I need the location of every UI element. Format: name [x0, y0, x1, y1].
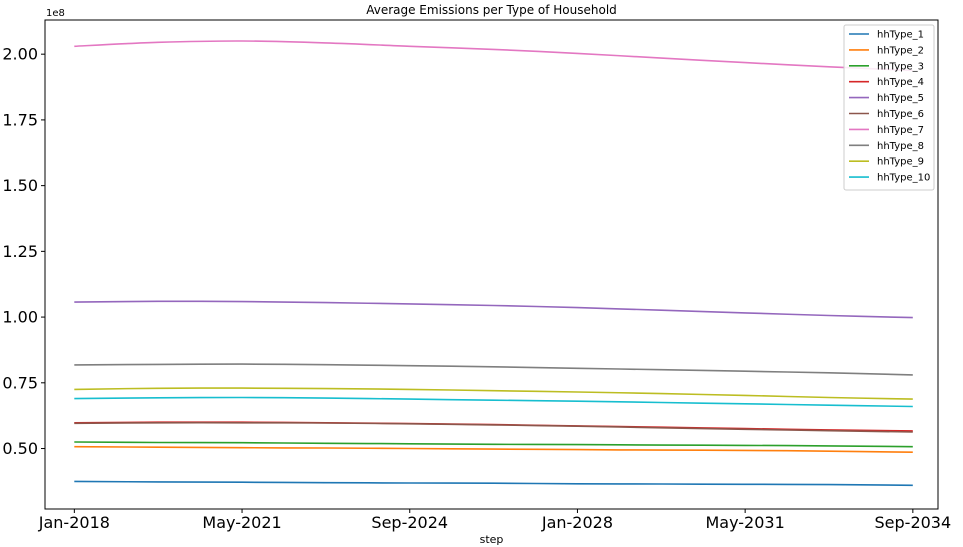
legend-label-hhType_9: hhType_9 — [877, 157, 924, 168]
chart-title: Average Emissions per Type of Household — [366, 3, 617, 17]
series-line-hhType_3 — [74, 441, 913, 448]
series-line-hhType_1 — [74, 480, 913, 487]
legend-label-hhType_2: hhType_2 — [877, 45, 924, 56]
y-axis: 0.50 0.75 1.00 1.25 1.50 1.75 2.00 — [2, 45, 45, 458]
series-line-hhType_5 — [74, 300, 913, 319]
legend: hhType_1 hhType_2 hhType_3 hhType_4 hhType_5… — [843, 24, 935, 191]
plot-area — [74, 40, 913, 487]
legend-label-hhType_1: hhType_1 — [877, 30, 924, 41]
legend-label-hhType_5: hhType_5 — [877, 93, 924, 104]
series-line-hhType_2 — [74, 445, 913, 453]
x-tick-label: May-2021 — [202, 513, 281, 532]
x-tick-label: May-2031 — [705, 513, 784, 532]
legend-label-hhType_8: hhType_8 — [877, 141, 924, 152]
series-line-hhType_9 — [74, 387, 913, 400]
y-tick-label: 0.50 — [2, 439, 38, 458]
y-tick-label: 1.00 — [2, 308, 38, 327]
x-axis-label: step — [480, 533, 504, 546]
y-tick-label: 1.50 — [2, 176, 38, 195]
x-tick-label: Sep-2024 — [371, 513, 448, 532]
series-line-hhType_7 — [74, 40, 913, 72]
x-axis: Jan-2018 May-2021 Sep-2024 Jan-2028 May-2031… — [38, 509, 951, 532]
series-line-hhType_10 — [74, 396, 913, 408]
x-tick-label: Sep-2034 — [875, 513, 952, 532]
series-line-hhType_6 — [74, 421, 913, 433]
legend-label-hhType_7: hhType_7 — [877, 125, 924, 136]
x-tick-label: Jan-2028 — [541, 513, 613, 532]
y-axis-offset-label: 1e8 — [46, 8, 65, 19]
series-line-hhType_8 — [74, 363, 913, 376]
legend-label-hhType_4: hhType_4 — [877, 77, 924, 88]
y-tick-label: 2.00 — [2, 45, 38, 64]
x-tick-label: Jan-2018 — [38, 513, 110, 532]
y-tick-label: 1.25 — [2, 242, 38, 261]
y-tick-label: 1.75 — [2, 110, 38, 129]
legend-label-hhType_6: hhType_6 — [877, 109, 924, 120]
plot-frame — [44, 19, 939, 510]
legend-label-hhType_10: hhType_10 — [877, 173, 930, 184]
y-tick-label: 0.75 — [2, 373, 38, 392]
legend-label-hhType_3: hhType_3 — [877, 61, 924, 72]
